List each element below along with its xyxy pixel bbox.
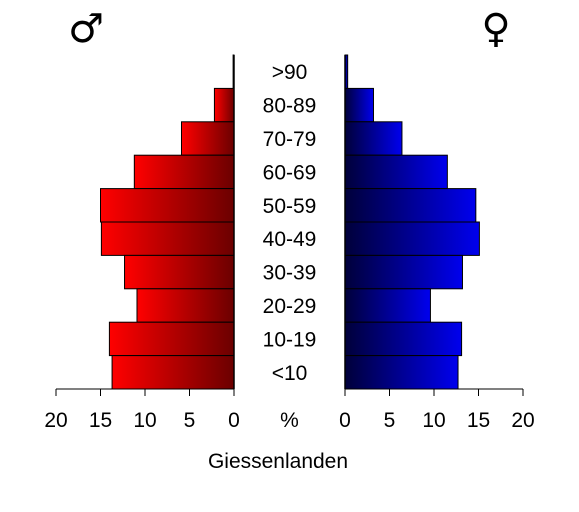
chart-title: Giessenlanden [208,450,348,473]
female-bar [344,188,477,223]
male-bar [213,87,235,123]
female-bar [344,355,459,390]
male-x-tick-label: 5 [184,409,196,432]
female-x-tick-label: 5 [384,409,396,432]
male-x-tick-label: 15 [89,409,112,432]
age-group-label: 60-69 [263,161,317,184]
age-group-label: <10 [272,362,308,385]
age-group-label: >90 [272,61,308,84]
male-bar [100,188,235,223]
male-bar [133,154,235,190]
male-bar [136,288,235,323]
age-group-label: 50-59 [263,195,317,218]
male-symbol-icon: ♂ [68,6,104,52]
age-group-label: 30-39 [263,262,317,285]
male-bars [100,54,235,390]
female-bar [344,154,448,190]
male-bar [124,254,235,290]
female-bars [344,54,480,390]
female-x-tick-label: 10 [422,409,445,432]
female-x-tick-label: 20 [511,409,534,432]
age-group-label: 70-79 [263,128,317,151]
unit-label: % [280,409,299,432]
female-x-tick-label: 15 [467,409,490,432]
female-x-tick-label: 0 [339,409,351,432]
male-bar [111,355,235,390]
female-bar [344,121,403,156]
age-group-label: 20-29 [263,295,317,318]
male-bar [100,221,235,256]
male-x-tick-label: 10 [133,409,156,432]
female-bar [344,321,463,357]
male-x-tick-label: 0 [228,409,240,432]
x-axes: 20 15 10 5 0 0 5 10 15 20% [44,388,535,432]
female-bar [344,221,480,256]
age-group-labels: >90 80-89 70-79 60-69 50-59 40-49 30-39 20-29 10… [263,61,317,385]
age-group-label: 80-89 [263,95,317,118]
female-bar [344,254,463,290]
female-bar [344,288,431,323]
age-group-label: 40-49 [263,228,317,251]
female-symbol-icon: ♀ [481,6,510,52]
male-bar [180,121,235,156]
female-bar [344,87,374,123]
male-bar [108,321,235,357]
male-x-tick-label: 20 [44,409,67,432]
age-group-label: 10-19 [263,328,317,351]
